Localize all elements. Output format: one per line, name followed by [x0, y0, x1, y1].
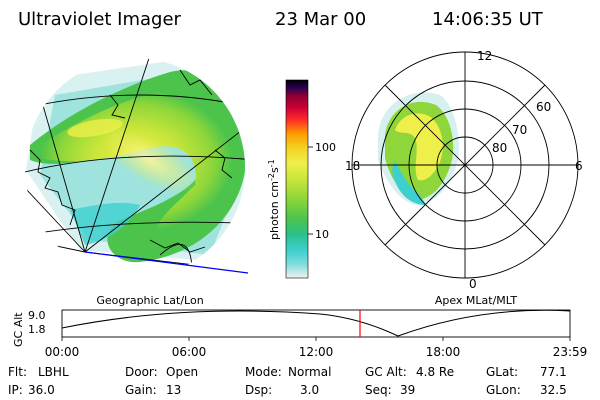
info-panel: Flt: LBHL IP: 36.0 Door: Open Gain: 13 M… [8, 365, 567, 397]
mode-label: Mode: [245, 365, 282, 379]
gain-label: Gain: [125, 383, 157, 397]
time-label: 14:06:35 UT [432, 9, 544, 30]
xtick-2359: 23:59 [553, 345, 588, 359]
mlt-label-6: 6 [575, 159, 583, 173]
xtick-0000: 00:00 [45, 345, 80, 359]
seq-value: 39 [400, 383, 415, 397]
polar-plot: 12 6 0 18 60 70 80 [345, 49, 583, 291]
altitude-curve [61, 309, 571, 337]
mlat-label-80: 80 [492, 141, 507, 155]
instrument-title: Ultraviolet Imager [18, 9, 182, 30]
mlat-label-70: 70 [512, 123, 527, 137]
altitude-ytick-9: 9.0 [28, 309, 46, 322]
door-value: Open [166, 365, 198, 379]
mlt-label-0: 0 [469, 277, 477, 291]
gcalt-label: GC Alt: [365, 365, 407, 379]
dsp-value: 3.0 [300, 383, 319, 397]
colorbar-label: photon cm-2s-1 [267, 159, 281, 240]
apex-caption: Apex MLat/MLT [435, 294, 518, 307]
date-label: 23 Mar 00 [275, 9, 366, 30]
altitude-ytick-1-8: 1.8 [28, 323, 46, 336]
geographic-caption: Geographic Lat/Lon [96, 294, 203, 307]
xtick-1800: 18:00 [426, 345, 461, 359]
geographic-image [25, 58, 249, 278]
glat-value: 77.1 [540, 365, 567, 379]
mlat-label-60: 60 [536, 100, 551, 114]
ip-value: 36.0 [28, 383, 55, 397]
altitude-plot: GC Alt 9.0 1.8 00:00 06:00 12:00 18:00 2… [12, 309, 587, 359]
colorbar: 100 10 photon cm-2s-1 [267, 79, 336, 279]
flt-label: Flt: [8, 365, 27, 379]
colorbar-tick-100: 100 [315, 141, 336, 154]
colorbar-tick-10: 10 [315, 228, 329, 241]
gcalt-value: 4.8 Re [416, 365, 454, 379]
mlt-label-12: 12 [477, 49, 492, 63]
door-label: Door: [125, 365, 158, 379]
xtick-0600: 06:00 [172, 345, 207, 359]
gain-value: 13 [166, 383, 181, 397]
seq-label: Seq: [365, 383, 392, 397]
glon-value: 32.5 [540, 383, 567, 397]
glon-label: GLon: [486, 383, 521, 397]
dsp-label: Dsp: [245, 383, 272, 397]
ip-label: IP: [8, 383, 23, 397]
mode-value: Normal [288, 365, 331, 379]
glat-label: GLat: [486, 365, 518, 379]
spacecraft-track-line [84, 251, 249, 274]
altitude-ylabel: GC Alt [12, 312, 25, 347]
mlt-label-18: 18 [345, 159, 360, 173]
xtick-1200: 12:00 [299, 345, 334, 359]
flt-value: LBHL [38, 365, 69, 379]
